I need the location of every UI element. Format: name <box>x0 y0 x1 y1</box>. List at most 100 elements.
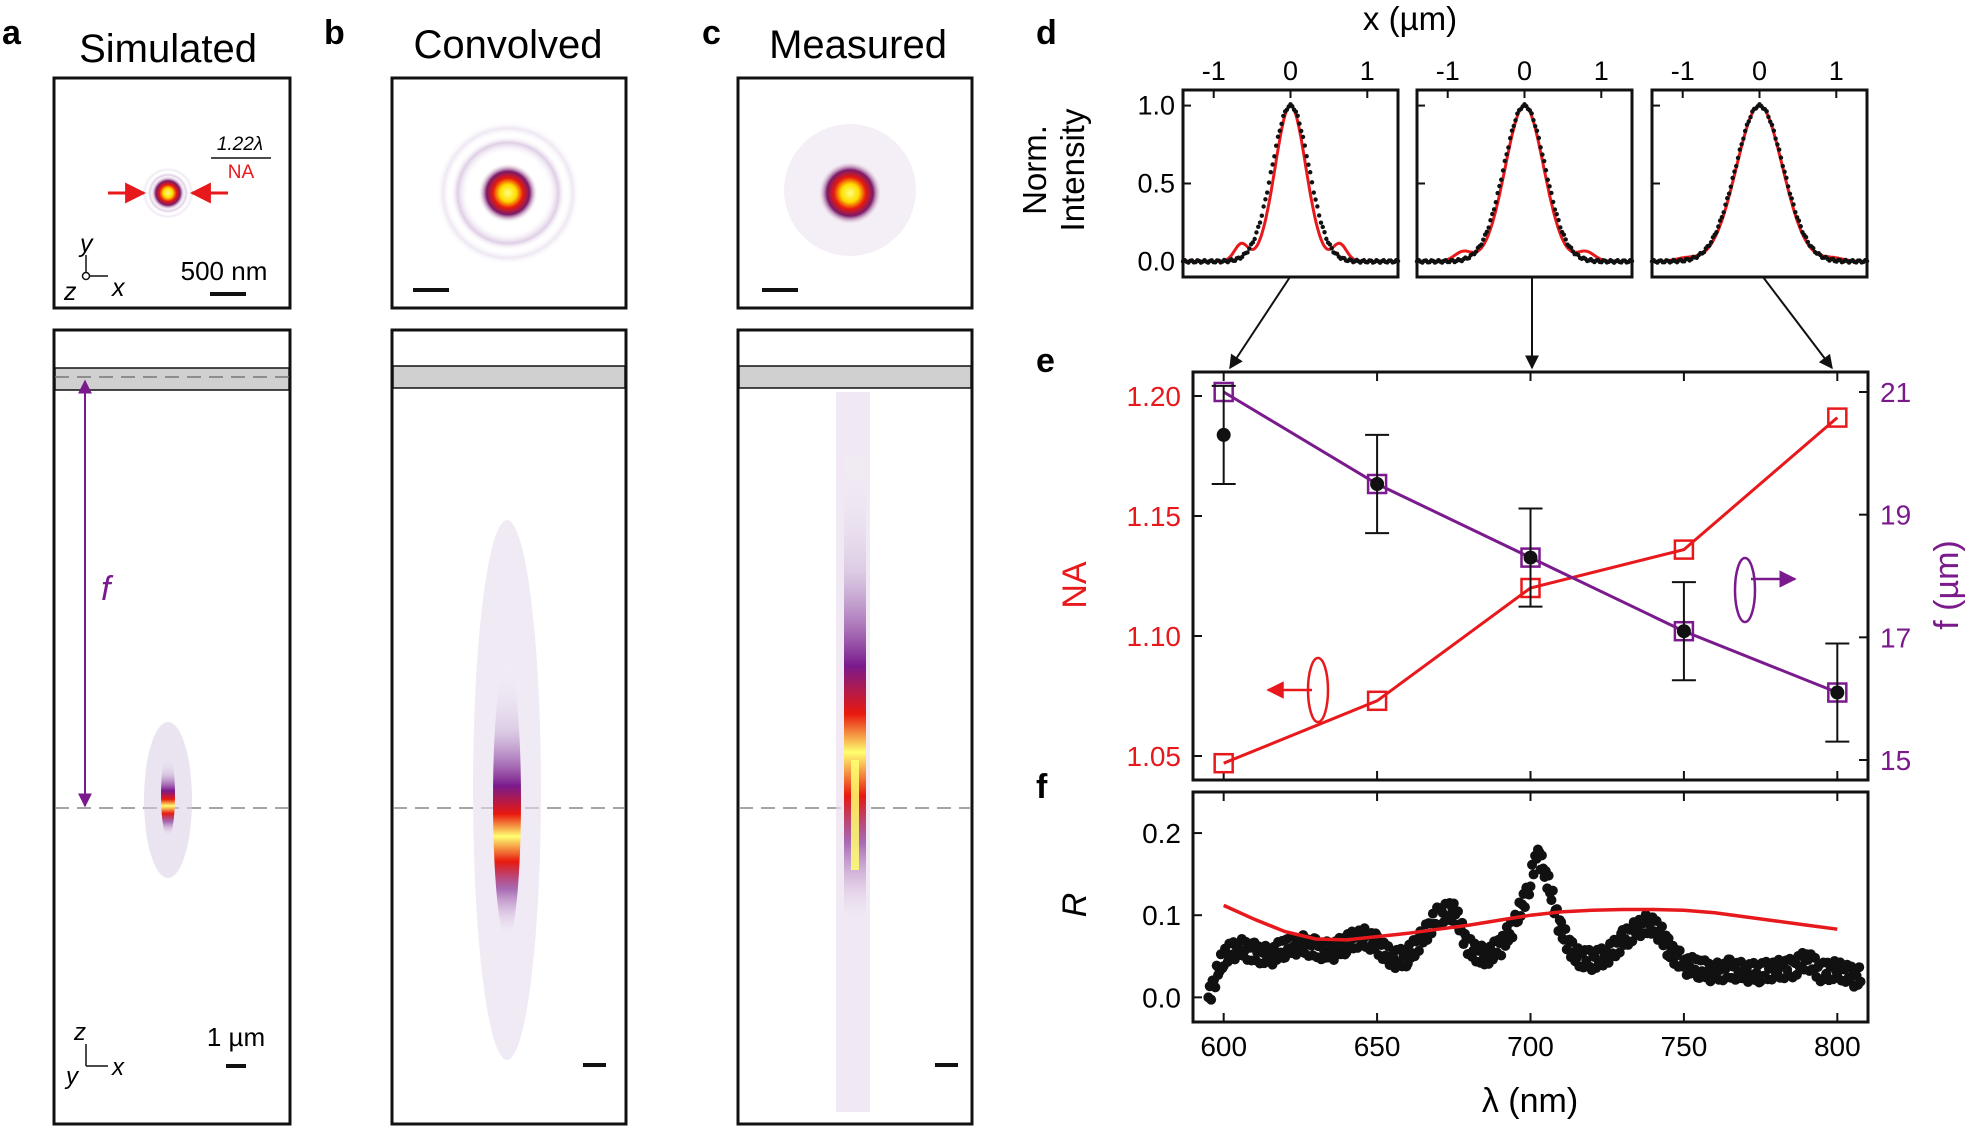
measured-point <box>1739 142 1744 147</box>
measured-point <box>1796 218 1802 223</box>
x-tick-label: -1 <box>1202 56 1226 86</box>
panel-f-series <box>1203 844 1866 1005</box>
measured-point <box>1719 214 1725 220</box>
panel-b-letter: b <box>324 14 345 52</box>
reflectance-point <box>1528 869 1539 880</box>
reflectance-point <box>1674 945 1685 956</box>
measured-point <box>1784 175 1789 181</box>
measured-point <box>1768 119 1773 124</box>
panel-f-letter: f <box>1036 768 1048 806</box>
measured-point <box>1265 190 1270 195</box>
x-tick-label: 0 <box>1517 56 1532 86</box>
measured-point <box>1773 136 1778 141</box>
measured-point <box>1256 224 1261 229</box>
panel-a-axis-z-label: z <box>63 278 77 306</box>
panel-a-axis-x-label: x <box>111 274 126 302</box>
panel-c-beam-core <box>851 760 859 870</box>
reflectance-point <box>1656 921 1667 932</box>
measured-point <box>1281 113 1286 119</box>
reflectance-point <box>1496 950 1507 961</box>
measured-point <box>1737 147 1742 152</box>
measured-point <box>1542 158 1547 164</box>
panel-c-focal-spot <box>818 161 882 225</box>
panel-a-xz-axes-icon <box>85 1044 108 1067</box>
measured-point <box>1723 202 1728 207</box>
reflectance-point <box>1452 906 1463 917</box>
measured-point <box>1538 145 1543 150</box>
measured-point <box>1486 225 1491 230</box>
x-tick-label: -1 <box>1436 56 1460 86</box>
measured-point <box>1313 197 1318 202</box>
x-tick-label: 1 <box>1594 56 1609 86</box>
measured-point <box>1247 246 1252 251</box>
reflectance-point <box>1854 962 1865 973</box>
y-tick-label-left: 1.15 <box>1127 501 1182 532</box>
measured-point <box>1511 123 1516 129</box>
measured-point <box>1714 229 1719 235</box>
measured-point <box>1509 128 1515 133</box>
measured-point <box>1245 250 1250 255</box>
measured-point <box>1785 184 1791 189</box>
reflectance-point <box>1543 870 1554 881</box>
panel-a-axis-x-label-2: x <box>111 1054 125 1081</box>
measured-point <box>1549 190 1554 196</box>
measured-point <box>1254 230 1259 235</box>
measured-point <box>1277 128 1282 133</box>
measured-point <box>1290 104 1295 109</box>
measured-point <box>1708 239 1714 245</box>
panel-a-title: Simulated <box>79 27 257 71</box>
fit-curve <box>1417 104 1632 263</box>
measured-point <box>1495 190 1500 196</box>
measured-point <box>1540 152 1545 157</box>
measured-point <box>1499 177 1504 182</box>
measured-point <box>1273 143 1279 148</box>
reflectance-point <box>1547 885 1558 896</box>
measured-point <box>1261 204 1266 209</box>
panel-d-subplot-600nm: -1 0 1 0.0 0.5 1.0 <box>1137 56 1401 279</box>
measured-point <box>1811 246 1816 251</box>
reflectance-point <box>1413 945 1424 956</box>
subplot-frame <box>1650 88 1869 279</box>
panel-a: a Simulated 1.22λ NA 500 nm y z x f <box>2 14 292 1126</box>
measured-point <box>1701 249 1707 255</box>
measured-point <box>1395 258 1401 264</box>
panel-d-ylabel-line2: Intensity <box>1054 108 1091 231</box>
measured-point <box>1320 224 1325 230</box>
measured-point <box>1794 215 1800 220</box>
measured-point <box>1327 242 1333 247</box>
panel-e-f-axis-indicator <box>1733 556 1797 624</box>
measured-point <box>1543 168 1549 173</box>
y-tick-label: 0.2 <box>1142 818 1181 849</box>
measured-point <box>1270 162 1275 167</box>
f-measured-point <box>1370 477 1385 491</box>
panel-a-focal-spot <box>151 176 185 210</box>
measured-point <box>1504 152 1509 157</box>
na-marker <box>1827 407 1848 428</box>
measured-point <box>1316 213 1322 218</box>
panel-b-focal-spot <box>478 163 538 223</box>
panel-e-letter: e <box>1036 342 1055 380</box>
y-tick-label-left: 1.10 <box>1127 621 1182 652</box>
measured-point <box>1479 242 1484 247</box>
f-measured-point <box>1216 427 1231 442</box>
measured-point <box>1561 232 1567 237</box>
measured-point <box>1506 145 1511 150</box>
measured-point <box>1531 117 1536 123</box>
x-tick-label: 0 <box>1283 56 1298 86</box>
panel-a-axis-y-label-2: y <box>64 1063 80 1090</box>
measured-point <box>1741 136 1746 141</box>
measured-point <box>1533 123 1538 129</box>
panel-e-series <box>1211 381 1850 774</box>
measured-point <box>1742 128 1748 134</box>
y-tick-label: 1.0 <box>1137 91 1175 121</box>
measured-point <box>1315 204 1320 209</box>
measured-point <box>1726 191 1732 196</box>
measured-point <box>1497 183 1502 189</box>
reflectance-point <box>1536 850 1547 861</box>
panel-e-ylabel-left: NA <box>1056 561 1094 609</box>
x-tick-label: 650 <box>1354 1031 1401 1062</box>
measured-point <box>1493 200 1499 205</box>
y-tick-label-right: 17 <box>1880 622 1911 653</box>
y-tick-label: 0.0 <box>1142 982 1181 1013</box>
